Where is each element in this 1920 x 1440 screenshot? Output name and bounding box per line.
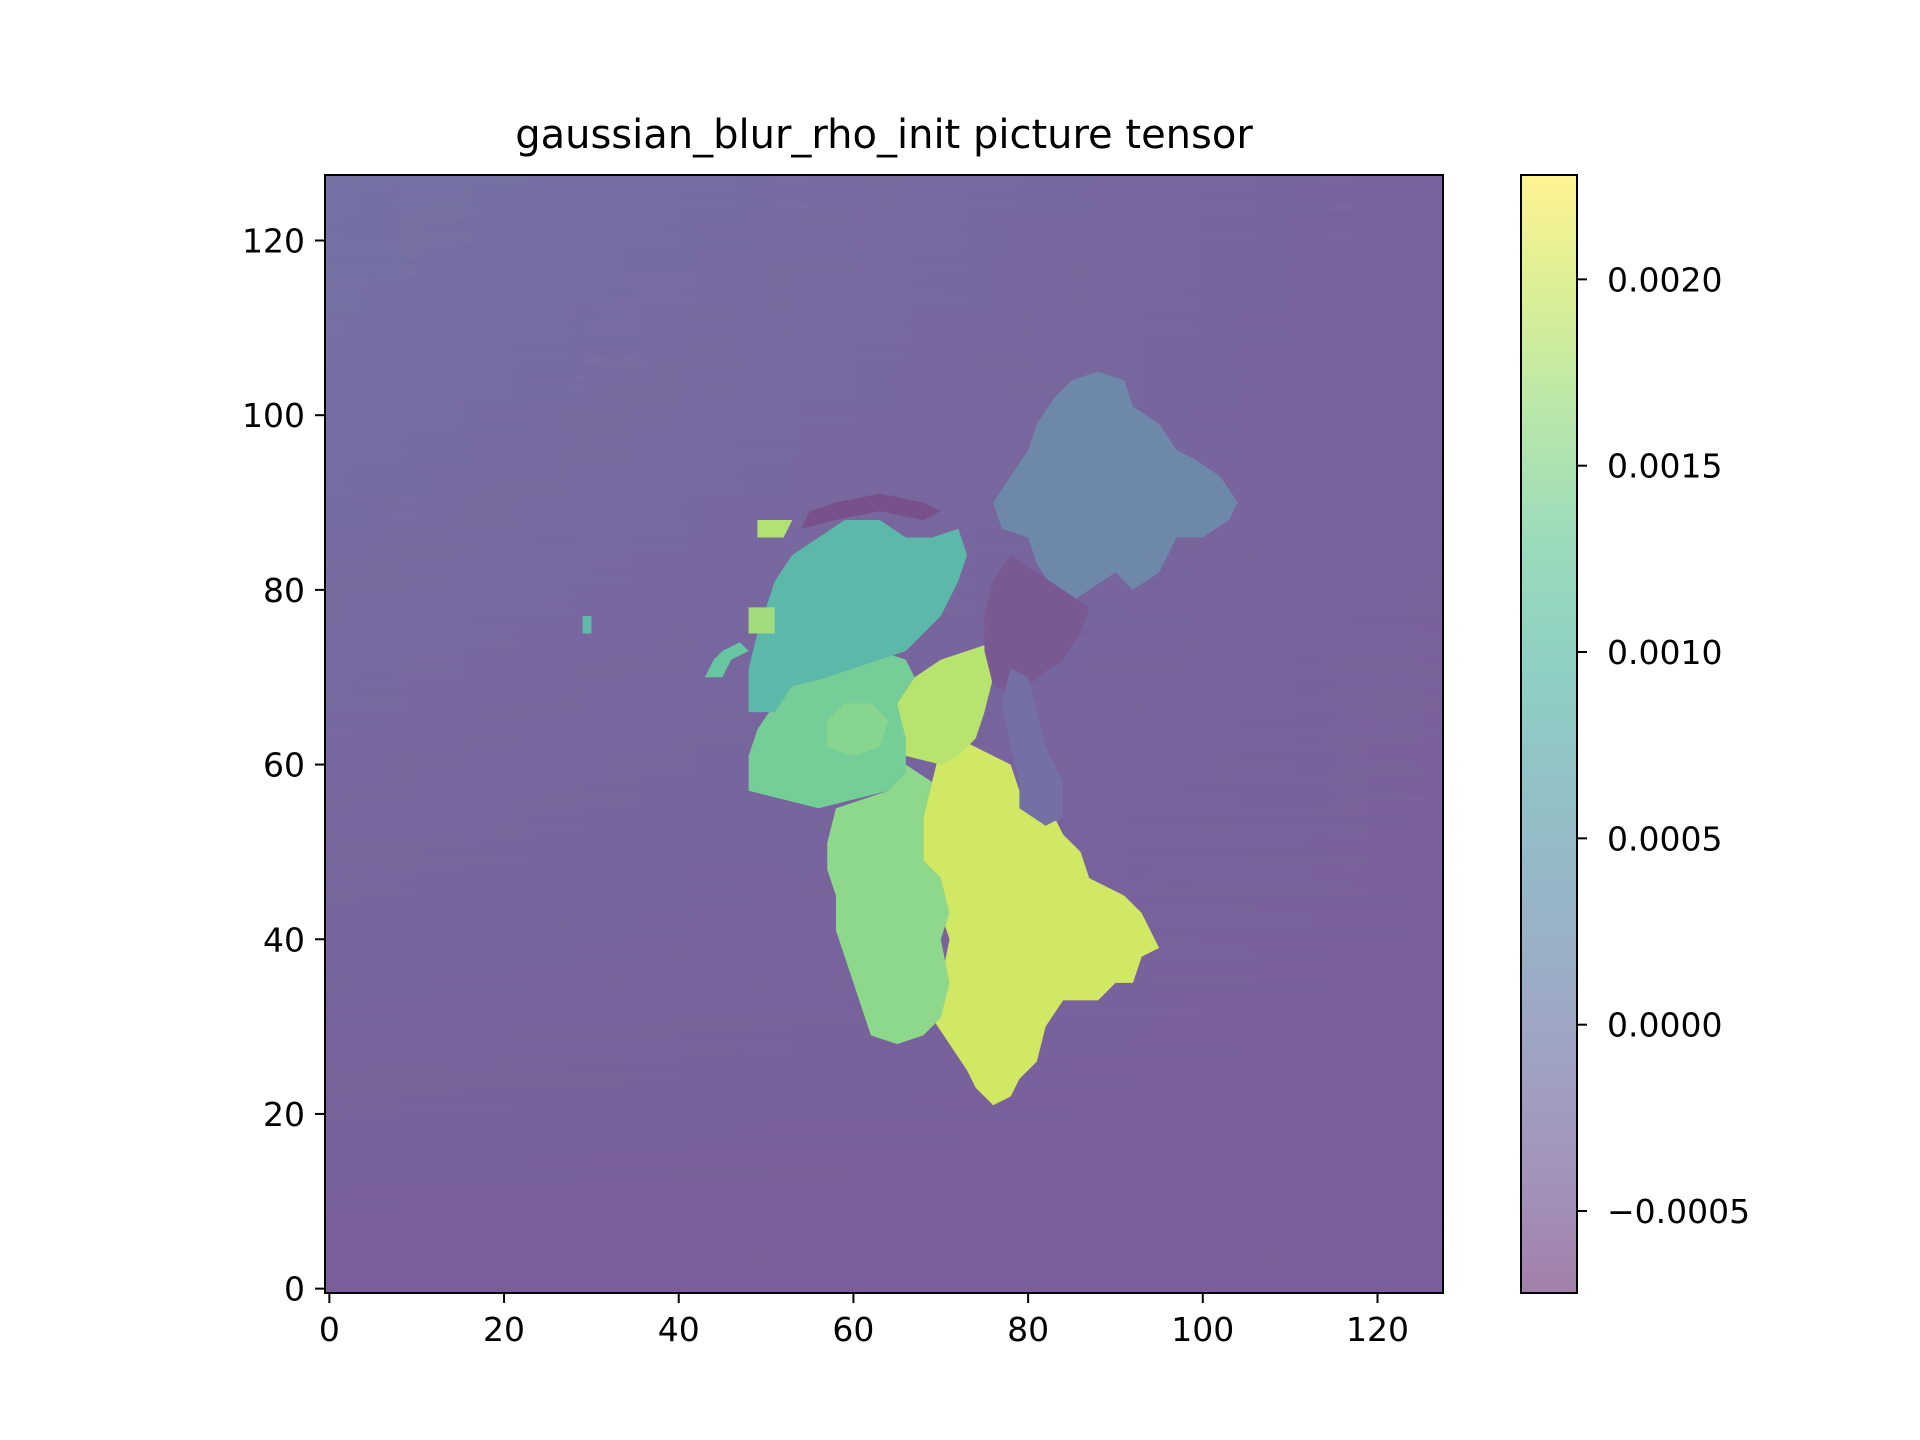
y-tick-label: 40	[263, 920, 305, 959]
region-central-hotspot	[827, 703, 889, 756]
region-upper-purple-strip	[1001, 668, 1064, 826]
heatmap-regions	[582, 371, 1238, 1106]
x-tick-label: 20	[483, 1310, 525, 1349]
colorbar-tick-label: −0.0005	[1607, 1192, 1750, 1231]
region-left-yellow-dot	[748, 607, 775, 634]
x-tick-label: 100	[1171, 1310, 1234, 1349]
chart-title: gaussian_blur_rho_init picture tensor	[515, 112, 1253, 158]
region-left-small-tail	[704, 642, 749, 678]
y-tick-label: 100	[242, 396, 305, 435]
region-dark-trough	[801, 493, 941, 529]
plot-frame	[324, 174, 1444, 1294]
x-tick-label: 40	[658, 1310, 700, 1349]
x-tick-label: 60	[832, 1310, 874, 1349]
region-middle-dark-patch	[984, 554, 1090, 695]
region-lower-yellow-patch	[897, 642, 994, 765]
y-tick-label: 0	[284, 1270, 305, 1309]
plot-area	[325, 175, 1443, 1293]
region-upper-left-lobe	[827, 764, 950, 1045]
region-upper-right-lobe	[923, 738, 1160, 1106]
y-tick-label: 20	[263, 1095, 305, 1134]
colorbar-tick-label: 0.0000	[1607, 1006, 1722, 1045]
y-axis: 0 20 40 60 80 100 120	[242, 222, 325, 1309]
colorbar-tick-label: 0.0005	[1607, 819, 1722, 858]
region-left-teal-lobe	[748, 520, 967, 713]
colorbar-tick-label: 0.0015	[1607, 447, 1722, 486]
colorbar-tick-label: 0.0010	[1607, 633, 1722, 672]
region-lower-left-dot	[757, 520, 793, 538]
y-tick-label: 80	[263, 571, 305, 610]
x-tick-label: 120	[1346, 1310, 1409, 1349]
x-tick-label: 0	[319, 1310, 340, 1349]
colorbar-frame	[1520, 174, 1578, 1294]
region-isolated-dot	[582, 616, 592, 634]
colorbar-tick-label: 0.0020	[1607, 260, 1722, 299]
y-tick-label: 60	[263, 746, 305, 785]
x-axis: 0 20 40 60 80 100 120	[319, 1293, 1409, 1349]
alpha-overlay	[325, 175, 1443, 1293]
y-tick-label: 120	[242, 222, 305, 261]
x-tick-label: 80	[1007, 1310, 1049, 1349]
region-lower-right-lobe	[993, 371, 1238, 608]
colorbar-axis: −0.0005 0.0000 0.0005 0.0010 0.0015 0.0020	[1577, 260, 1750, 1231]
colorbar	[1521, 175, 1577, 1293]
